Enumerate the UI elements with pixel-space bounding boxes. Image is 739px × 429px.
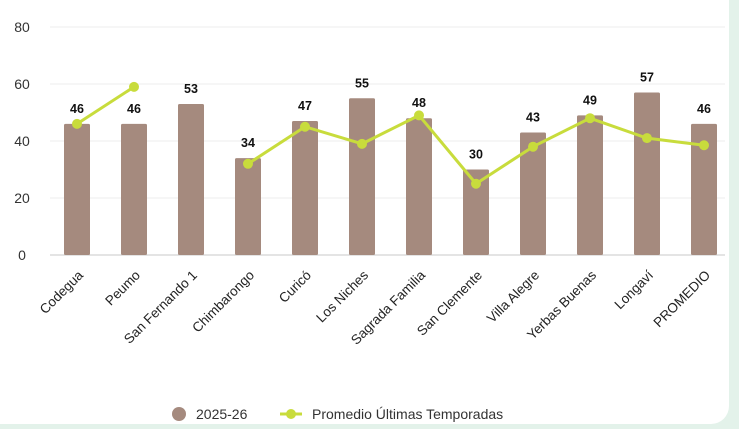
line-path <box>76 85 705 186</box>
bar <box>463 169 489 255</box>
bar-data-label: 34 <box>241 136 255 150</box>
line-point <box>642 133 652 144</box>
line-point <box>471 178 481 189</box>
x-tick-label: PROMEDIO <box>651 268 714 331</box>
legend: 2025-26 Promedio Últimas Temporadas <box>172 406 503 422</box>
bar <box>121 123 147 256</box>
chart-card: 0 20 40 60 80 46 46 53 34 47 55 48 30 43 49 57 46 Codeg… <box>0 0 729 424</box>
bar <box>235 158 261 255</box>
bar <box>577 115 603 255</box>
line-point <box>72 118 82 129</box>
line-series <box>72 81 709 189</box>
x-tick-label: Codegua <box>37 267 87 317</box>
bar-series <box>64 92 717 256</box>
bar-data-label: 48 <box>412 96 426 110</box>
data-labels: 46 46 53 34 47 55 48 30 43 49 57 46 <box>70 71 711 162</box>
bar-data-label: 30 <box>469 148 483 162</box>
line-point <box>129 81 139 92</box>
bar <box>292 121 318 255</box>
bar-data-label: 46 <box>127 102 141 116</box>
x-tick-label: Villa Alegre <box>484 268 542 326</box>
bar-data-label: 53 <box>184 82 198 96</box>
gridlines <box>50 26 725 256</box>
line-point <box>300 121 310 132</box>
y-tick-label: 20 <box>14 190 30 206</box>
bar-data-label: 46 <box>70 102 84 116</box>
y-tick-label: 0 <box>18 247 26 263</box>
x-tick-label: Peumo <box>102 268 143 309</box>
bar <box>178 103 204 255</box>
legend-swatch-dot <box>286 409 296 419</box>
bar <box>520 132 546 255</box>
bar-data-label: 43 <box>526 110 540 124</box>
bar <box>634 92 660 255</box>
combo-chart: 0 20 40 60 80 46 46 53 34 47 55 48 30 43 49 57 46 Codeg… <box>14 19 725 422</box>
line-point <box>585 113 595 124</box>
line-point <box>414 110 424 121</box>
x-tick-label: Los Niches <box>313 267 371 325</box>
y-axis-ticks: 0 20 40 60 80 <box>14 19 30 263</box>
line-point <box>243 158 253 169</box>
line-point <box>528 141 538 152</box>
x-tick-label: Longaví <box>612 267 657 312</box>
bar <box>64 123 90 256</box>
bar <box>349 98 375 255</box>
y-tick-label: 40 <box>14 133 30 149</box>
bar-data-label: 57 <box>640 71 654 85</box>
bar <box>691 123 717 256</box>
legend-swatch-bar <box>172 407 186 421</box>
x-tick-label: Curicó <box>276 268 314 306</box>
bar-data-label: 49 <box>583 93 597 107</box>
bar-data-label: 55 <box>355 76 369 90</box>
y-tick-label: 60 <box>14 76 30 92</box>
bar <box>406 118 432 255</box>
line-point <box>357 138 367 149</box>
bar-data-label: 46 <box>697 102 711 116</box>
line-point <box>699 140 709 151</box>
legend-label: 2025-26 <box>196 406 248 422</box>
y-tick-label: 80 <box>14 19 30 35</box>
legend-label: Promedio Últimas Temporadas <box>312 406 503 422</box>
bar-data-label: 47 <box>298 99 312 113</box>
